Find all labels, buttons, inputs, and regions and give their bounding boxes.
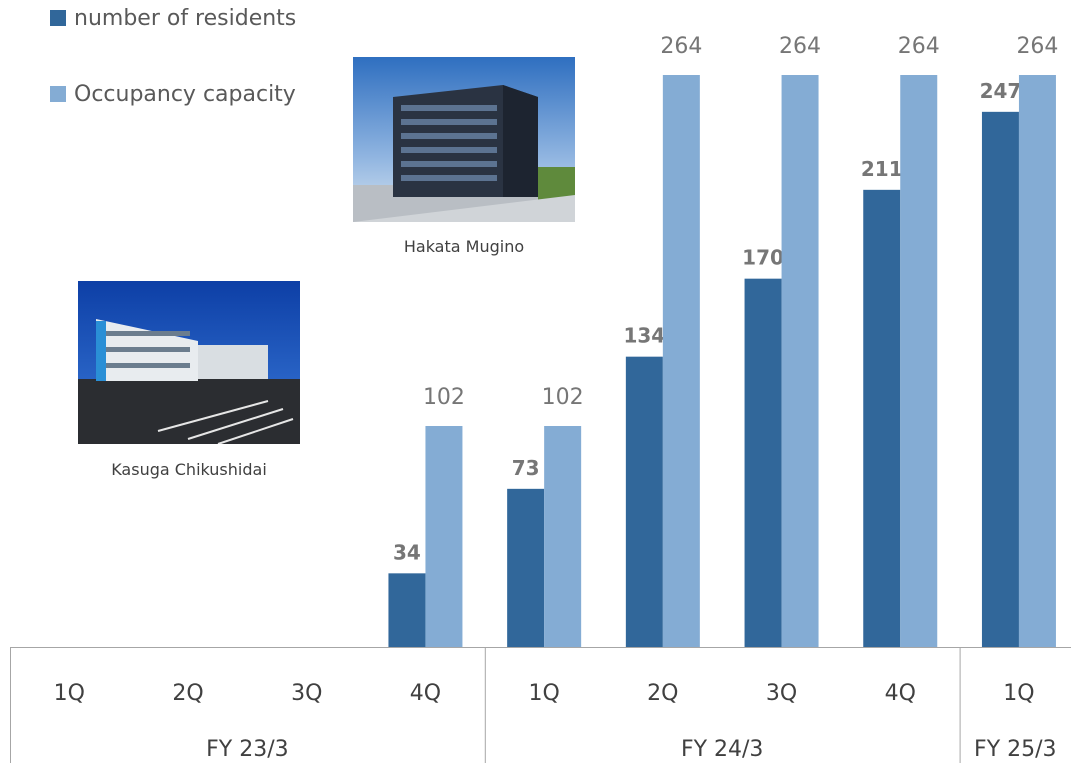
capacity-value-label: 264: [660, 34, 702, 59]
x-tick-label: 2Q: [647, 681, 678, 706]
legend-residents-label: number of residents: [74, 6, 297, 31]
residents-value-label: 34: [393, 540, 421, 564]
kasuga-chikushidai-image: [78, 281, 300, 444]
residents-value-label: 170: [742, 246, 784, 270]
residents-value-label: 211: [861, 157, 903, 181]
kasuga-chikushidai-caption: Kasuga Chikushidai: [111, 460, 267, 479]
legend-residents: number of residents: [50, 6, 296, 31]
residents-bar: [863, 189, 901, 648]
capacity-value-label: 264: [1016, 34, 1058, 59]
x-tick-label: 3Q: [291, 681, 322, 706]
capacity-bar: [781, 75, 819, 647]
capacity-value-label: 102: [423, 385, 465, 410]
x-tick-label: 3Q: [766, 681, 797, 706]
kasuga-chikushidai-photo: [78, 281, 300, 444]
legend-capacity-swatch: [50, 86, 66, 102]
capacity-value-label: 102: [542, 385, 584, 410]
capacity-bar: [1018, 75, 1056, 647]
residents-bar: [744, 278, 782, 647]
x-tick-label: 1Q: [1003, 681, 1034, 706]
legend-capacity: Occupancy capacity: [50, 82, 296, 107]
capacity-value-label: 264: [779, 34, 821, 59]
x-group-label: FY 25/3: [974, 737, 1057, 762]
capacity-value-label: 264: [898, 34, 940, 59]
x-group-label: FY 23/3: [206, 737, 289, 762]
residents-bar: [625, 356, 663, 647]
x-tick-label: 4Q: [410, 681, 441, 706]
hakata-mugino-caption: Hakata Mugino: [403, 237, 525, 256]
residents-bar: [388, 573, 426, 647]
capacity-bar: [662, 75, 700, 647]
x-tick-label: 4Q: [885, 681, 916, 706]
x-tick-label: 2Q: [172, 681, 203, 706]
hakata-mugino-image: [353, 57, 575, 222]
capacity-bar: [900, 75, 938, 647]
residents-value-label: 247: [980, 79, 1022, 103]
x-group-label: FY 24/3: [681, 737, 764, 762]
legend-capacity-label: Occupancy capacity: [74, 82, 296, 107]
residents-bar: [981, 111, 1019, 648]
x-tick-label: 1Q: [54, 681, 85, 706]
capacity-bar: [544, 426, 582, 647]
legend-residents-swatch: [50, 10, 66, 26]
capacity-bar: [425, 426, 463, 647]
residents-bar: [507, 488, 545, 647]
hakata-mugino-photo: [353, 57, 575, 222]
residents-value-label: 134: [623, 324, 665, 348]
residents-value-label: 73: [512, 456, 540, 480]
x-tick-label: 1Q: [528, 681, 559, 706]
